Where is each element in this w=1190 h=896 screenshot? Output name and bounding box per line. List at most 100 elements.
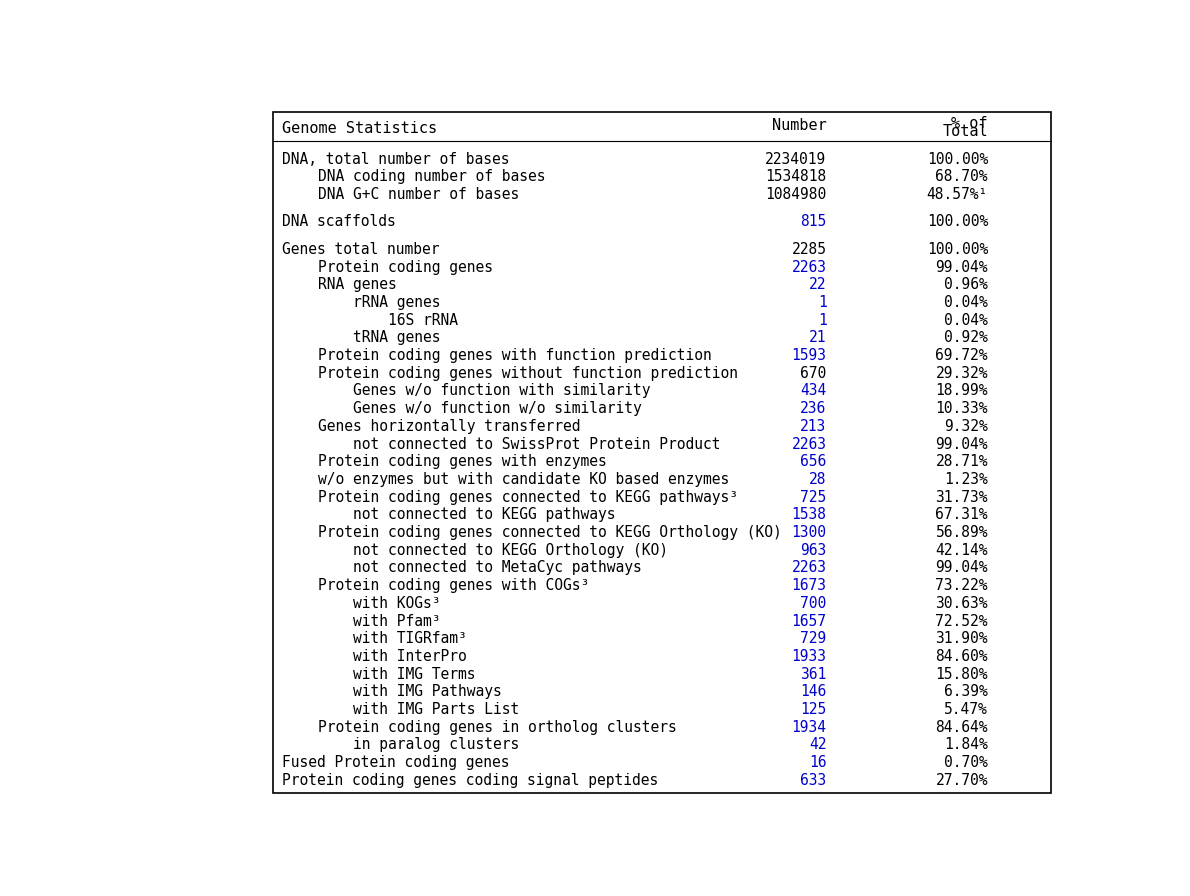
- Text: 1084980: 1084980: [765, 187, 827, 202]
- Text: Protein coding genes with COGs³: Protein coding genes with COGs³: [318, 578, 589, 593]
- Text: 28: 28: [809, 472, 827, 487]
- Text: 963: 963: [801, 543, 827, 557]
- Text: 72.52%: 72.52%: [935, 614, 988, 628]
- Text: with InterPro: with InterPro: [352, 649, 466, 664]
- Text: Genes total number: Genes total number: [282, 242, 440, 257]
- Text: with IMG Parts List: with IMG Parts List: [352, 702, 519, 717]
- Text: 9.32%: 9.32%: [944, 418, 988, 434]
- Text: 42.14%: 42.14%: [935, 543, 988, 557]
- Text: Number: Number: [772, 118, 827, 134]
- Text: 6.39%: 6.39%: [944, 685, 988, 700]
- Text: 28.71%: 28.71%: [935, 454, 988, 470]
- Text: 1.84%: 1.84%: [944, 737, 988, 753]
- Text: 31.90%: 31.90%: [935, 632, 988, 646]
- Text: 18.99%: 18.99%: [935, 383, 988, 399]
- Text: 125: 125: [801, 702, 827, 717]
- Text: DNA coding number of bases: DNA coding number of bases: [318, 169, 545, 185]
- Text: 1538: 1538: [791, 507, 827, 522]
- Text: 236: 236: [801, 401, 827, 416]
- Text: 1534818: 1534818: [765, 169, 827, 185]
- Text: Protein coding genes connected to KEGG pathways³: Protein coding genes connected to KEGG p…: [318, 490, 738, 504]
- Text: DNA G+C number of bases: DNA G+C number of bases: [318, 187, 519, 202]
- Text: Genes w/o function w/o similarity: Genes w/o function w/o similarity: [352, 401, 641, 416]
- Text: 815: 815: [801, 214, 827, 229]
- Text: 633: 633: [801, 773, 827, 788]
- Text: 31.73%: 31.73%: [935, 490, 988, 504]
- Text: 100.00%: 100.00%: [927, 151, 988, 167]
- Text: 0.92%: 0.92%: [944, 331, 988, 345]
- Text: 69.72%: 69.72%: [935, 348, 988, 363]
- Text: 99.04%: 99.04%: [935, 561, 988, 575]
- Text: 1: 1: [818, 295, 827, 310]
- Text: with Pfam³: with Pfam³: [352, 614, 440, 628]
- Text: 1673: 1673: [791, 578, 827, 593]
- Text: Genes horizontally transferred: Genes horizontally transferred: [318, 418, 580, 434]
- Text: with TIGRfam³: with TIGRfam³: [352, 632, 466, 646]
- Text: 700: 700: [801, 596, 827, 611]
- Text: 42: 42: [809, 737, 827, 753]
- Text: Protein coding genes with enzymes: Protein coding genes with enzymes: [318, 454, 606, 470]
- Text: 434: 434: [801, 383, 827, 399]
- Text: Protein coding genes in ortholog clusters: Protein coding genes in ortholog cluster…: [318, 719, 676, 735]
- Text: w/o enzymes but with candidate KO based enzymes: w/o enzymes but with candidate KO based …: [318, 472, 728, 487]
- Text: 2263: 2263: [791, 561, 827, 575]
- Text: 100.00%: 100.00%: [927, 242, 988, 257]
- Text: 2263: 2263: [791, 260, 827, 274]
- Text: 1933: 1933: [791, 649, 827, 664]
- Text: 29.32%: 29.32%: [935, 366, 988, 381]
- Text: 1: 1: [818, 313, 827, 328]
- Text: 16S rRNA: 16S rRNA: [388, 313, 458, 328]
- Text: 2263: 2263: [791, 436, 827, 452]
- Text: 22: 22: [809, 277, 827, 292]
- Text: Protein coding genes coding signal peptides: Protein coding genes coding signal pepti…: [282, 773, 659, 788]
- Text: 56.89%: 56.89%: [935, 525, 988, 540]
- Text: 100.00%: 100.00%: [927, 214, 988, 229]
- Text: Genome Statistics: Genome Statistics: [282, 121, 438, 135]
- Text: DNA, total number of bases: DNA, total number of bases: [282, 151, 511, 167]
- Text: 48.57%¹: 48.57%¹: [927, 187, 988, 202]
- Text: 1657: 1657: [791, 614, 827, 628]
- Text: 30.63%: 30.63%: [935, 596, 988, 611]
- Text: rRNA genes: rRNA genes: [352, 295, 440, 310]
- Text: 146: 146: [801, 685, 827, 700]
- Text: 0.96%: 0.96%: [944, 277, 988, 292]
- Text: 21: 21: [809, 331, 827, 345]
- Text: 0.70%: 0.70%: [944, 755, 988, 771]
- Text: with KOGs³: with KOGs³: [352, 596, 440, 611]
- Text: RNA genes: RNA genes: [318, 277, 396, 292]
- Text: 725: 725: [801, 490, 827, 504]
- Text: with IMG Pathways: with IMG Pathways: [352, 685, 501, 700]
- Text: 670: 670: [801, 366, 827, 381]
- Text: 361: 361: [801, 667, 827, 682]
- Text: 2234019: 2234019: [765, 151, 827, 167]
- Text: 27.70%: 27.70%: [935, 773, 988, 788]
- Text: 0.04%: 0.04%: [944, 313, 988, 328]
- Text: 1934: 1934: [791, 719, 827, 735]
- Text: not connected to SwissProt Protein Product: not connected to SwissProt Protein Produ…: [352, 436, 720, 452]
- Text: 67.31%: 67.31%: [935, 507, 988, 522]
- Text: not connected to KEGG pathways: not connected to KEGG pathways: [352, 507, 615, 522]
- Text: 656: 656: [801, 454, 827, 470]
- Text: with IMG Terms: with IMG Terms: [352, 667, 475, 682]
- Text: 5.47%: 5.47%: [944, 702, 988, 717]
- Text: tRNA genes: tRNA genes: [352, 331, 440, 345]
- Text: not connected to MetaCyc pathways: not connected to MetaCyc pathways: [352, 561, 641, 575]
- Text: 99.04%: 99.04%: [935, 436, 988, 452]
- Text: not connected to KEGG Orthology (KO): not connected to KEGG Orthology (KO): [352, 543, 668, 557]
- Text: Protein coding genes: Protein coding genes: [318, 260, 493, 274]
- Text: 729: 729: [801, 632, 827, 646]
- Text: 0.04%: 0.04%: [944, 295, 988, 310]
- Text: 84.60%: 84.60%: [935, 649, 988, 664]
- Text: 99.04%: 99.04%: [935, 260, 988, 274]
- Text: Protein coding genes without function prediction: Protein coding genes without function pr…: [318, 366, 738, 381]
- Text: Genes w/o function with similarity: Genes w/o function with similarity: [352, 383, 650, 399]
- Text: 73.22%: 73.22%: [935, 578, 988, 593]
- Text: 213: 213: [801, 418, 827, 434]
- Text: Total: Total: [942, 125, 988, 140]
- Text: 68.70%: 68.70%: [935, 169, 988, 185]
- Text: DNA scaffolds: DNA scaffolds: [282, 214, 396, 229]
- Bar: [274, 112, 1051, 793]
- Text: 1.23%: 1.23%: [944, 472, 988, 487]
- Text: 15.80%: 15.80%: [935, 667, 988, 682]
- Text: in paralog clusters: in paralog clusters: [352, 737, 519, 753]
